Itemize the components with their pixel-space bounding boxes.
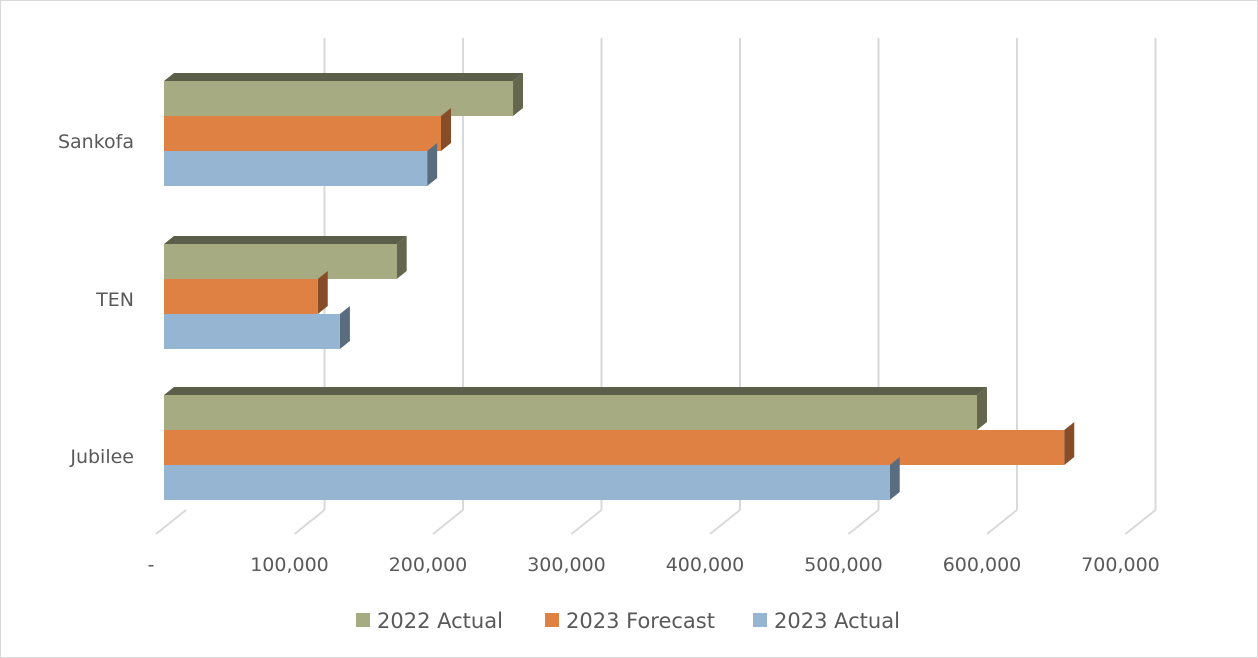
legend-item: 2023 Forecast — [545, 609, 715, 633]
x-tick-label: 600,000 — [943, 554, 1022, 576]
x-tick-label: 500,000 — [804, 554, 883, 576]
legend-label: 2023 Actual — [774, 609, 900, 633]
bar-sankofa-2023-forecast — [164, 108, 451, 151]
x-tick-label: 400,000 — [666, 554, 745, 576]
category-axis: Sankofa TEN Jubilee — [58, 131, 134, 468]
bar-jubilee-2023-actual — [164, 457, 900, 500]
legend: 2022 Actual 2023 Forecast 2023 Actual — [356, 609, 900, 633]
bar-ten-2022-actual — [164, 236, 407, 279]
bar-sankofa-2023-actual — [164, 143, 438, 186]
floor-gridline — [570, 509, 603, 535]
legend-item: 2022 Actual — [356, 609, 503, 633]
category-label: TEN — [95, 289, 134, 311]
bar-sankofa-2022-actual — [164, 73, 524, 116]
legend-label: 2023 Forecast — [566, 609, 715, 633]
legend-swatch — [356, 613, 370, 627]
x-tick-label: - — [148, 554, 155, 576]
legend-item: 2023 Actual — [753, 609, 900, 633]
floor-gridline — [432, 509, 464, 535]
legend-swatch — [545, 613, 559, 627]
floor-gridline — [293, 509, 326, 535]
floor-gridline — [1124, 509, 1157, 535]
floor-gridline — [847, 509, 880, 535]
bars — [164, 73, 1075, 500]
floor-gridline — [155, 509, 187, 535]
category-label: Jubilee — [69, 446, 134, 468]
legend-swatch — [753, 613, 767, 627]
x-tick-label: 700,000 — [1081, 554, 1160, 576]
bar-ten-2023-actual — [164, 306, 350, 349]
legend-label: 2022 Actual — [377, 609, 503, 633]
bar-jubilee-2022-actual — [164, 387, 987, 430]
bar-ten-2023-forecast — [164, 271, 328, 314]
category-label: Sankofa — [58, 131, 134, 153]
x-tick-label: 100,000 — [250, 554, 329, 576]
bar-jubilee-2023-forecast — [164, 422, 1075, 465]
floor-gridline — [709, 509, 741, 535]
x-tick-label: 200,000 — [389, 554, 468, 576]
x-axis: - 100,000 200,000 300,000 400,000 500,000 600,… — [148, 554, 1160, 576]
x-tick-label: 300,000 — [527, 554, 606, 576]
floor-gridline — [986, 509, 1018, 535]
